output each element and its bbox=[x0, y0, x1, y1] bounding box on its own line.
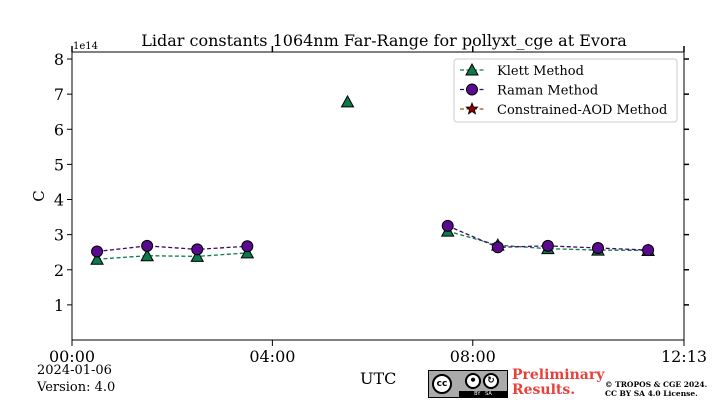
y-tick-label: 4 bbox=[54, 191, 64, 210]
x-tick-label: 04:00 bbox=[249, 347, 295, 366]
y-tick-label: 2 bbox=[54, 261, 64, 280]
y-tick-label: 5 bbox=[54, 155, 64, 174]
y-scale-label: 1e14 bbox=[73, 41, 98, 52]
plot-frame bbox=[71, 51, 685, 341]
y-axis-label: C bbox=[30, 190, 48, 201]
y-tick-label: 3 bbox=[54, 226, 64, 245]
raman-method-point bbox=[241, 240, 254, 253]
date-label: 2024-01-06 bbox=[37, 363, 112, 378]
legend-klett-method-marker bbox=[465, 62, 479, 76]
klett-method-point bbox=[240, 245, 255, 259]
legend-constrained-aod-method-label: Constrained-AOD Method bbox=[497, 103, 667, 118]
copyright-line1: © TROPOS & CGE 2024. bbox=[605, 380, 708, 389]
raman-method-point bbox=[91, 245, 104, 258]
legend-raman-method-marker bbox=[466, 83, 478, 96]
cc-badge-strip: BY SA bbox=[459, 391, 507, 397]
sa-icon: ↻ bbox=[483, 373, 499, 389]
legend-box bbox=[453, 58, 678, 123]
klett-method-point bbox=[190, 249, 205, 262]
klett-method-line bbox=[97, 252, 248, 260]
cc-icon: cc bbox=[432, 374, 452, 394]
raman-method-point bbox=[141, 239, 154, 252]
by-icon: ⚫ bbox=[465, 373, 481, 389]
raman-method-point bbox=[592, 241, 605, 254]
klett-method-point bbox=[340, 94, 355, 108]
y-tick-label: 7 bbox=[54, 85, 64, 104]
x-tick-label: 00:00 bbox=[49, 347, 95, 366]
copyright-notice: © TROPOS & CGE 2024. CC BY SA 4.0 Licens… bbox=[605, 380, 707, 398]
klett-method-point bbox=[140, 248, 154, 262]
raman-method-point bbox=[541, 239, 554, 252]
copyright-line2: CC BY SA 4.0 License. bbox=[605, 389, 698, 398]
y-tick-label: 1 bbox=[54, 296, 64, 315]
x-tick-label: 12:13 bbox=[661, 347, 707, 366]
x-axis-label: UTC bbox=[360, 369, 397, 388]
chart-title: Lidar constants 1064nm Far-Range for pol… bbox=[141, 31, 627, 50]
cc-license-badge: cc ⚫ ↻ BY SA bbox=[428, 370, 508, 398]
y-tick-label: 8 bbox=[54, 50, 64, 69]
raman-method-point bbox=[191, 243, 204, 256]
legend-raman-method-label: Raman Method bbox=[497, 84, 598, 99]
raman-method-point bbox=[441, 219, 454, 232]
version-label: Version: 4.0 bbox=[37, 380, 116, 395]
raman-method-point bbox=[491, 241, 504, 254]
y-tick-label: 6 bbox=[54, 120, 64, 139]
preliminary-line2: Results. bbox=[512, 382, 576, 398]
raman-method-point bbox=[642, 244, 655, 257]
preliminary-line1: Preliminary bbox=[512, 367, 605, 383]
preliminary-notice: Preliminary Results. bbox=[512, 368, 604, 398]
legend-klett-method-label: Klett Method bbox=[497, 64, 584, 79]
legend-constrained-aod-method-marker bbox=[465, 101, 479, 115]
raman-method-line bbox=[96, 245, 248, 253]
klett-method-point bbox=[90, 252, 104, 265]
x-tick-label: 08:00 bbox=[450, 347, 496, 366]
